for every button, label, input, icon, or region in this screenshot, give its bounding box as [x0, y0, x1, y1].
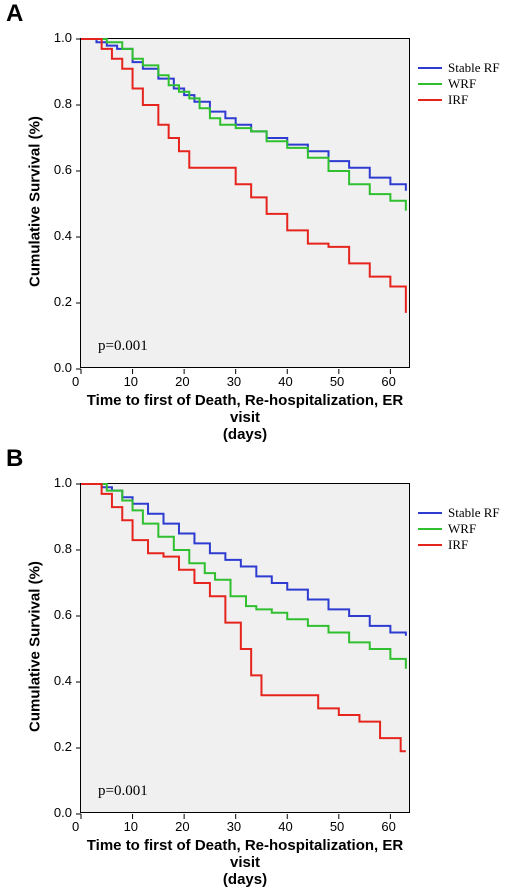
legend-item: IRF: [418, 92, 500, 108]
x-tick-label: 20: [175, 374, 189, 389]
y-tick-label: 0.4: [54, 673, 72, 688]
x-tick-label: 20: [175, 819, 189, 834]
legend-label: WRF: [448, 521, 476, 537]
p-value-text: p=0.001: [98, 338, 148, 355]
x-axis-label: Time to first of Death, Re-hospitalizati…: [80, 392, 410, 443]
series-line: [81, 484, 406, 669]
chart-svg: [81, 484, 409, 812]
y-axis-label: Cumulative Survival (%): [27, 547, 44, 747]
x-tick-label: 10: [124, 819, 138, 834]
y-tick-label: 0.8: [54, 541, 72, 556]
legend: Stable RFWRFIRF: [418, 60, 500, 108]
legend-label: WRF: [448, 76, 476, 92]
legend-item: Stable RF: [418, 60, 500, 76]
y-tick-label: 0.6: [54, 607, 72, 622]
x-tick-label: 30: [227, 374, 241, 389]
plot-area: [80, 38, 410, 368]
x-tick-label: 50: [330, 819, 344, 834]
y-axis-label: Cumulative Survival (%): [27, 102, 44, 302]
legend-item: WRF: [418, 521, 500, 537]
x-tick-label: 50: [330, 374, 344, 389]
legend-swatch: [418, 528, 442, 530]
legend-swatch: [418, 512, 442, 514]
x-tick-label: 0: [72, 819, 79, 834]
chart-svg: [81, 39, 409, 367]
y-tick-label: 0.2: [54, 294, 72, 309]
plot-area: [80, 483, 410, 813]
x-tick-label: 60: [381, 819, 395, 834]
series-line: [81, 39, 406, 313]
panel-label: B: [6, 445, 23, 473]
y-tick-label: 0.0: [54, 805, 72, 820]
panel-label: A: [6, 0, 23, 28]
y-tick-label: 0.2: [54, 739, 72, 754]
series-line: [81, 484, 406, 751]
y-tick-label: 0.6: [54, 162, 72, 177]
legend-item: Stable RF: [418, 505, 500, 521]
y-tick-label: 0.8: [54, 96, 72, 111]
x-tick-label: 40: [278, 819, 292, 834]
y-tick-label: 0.4: [54, 228, 72, 243]
x-tick-label: 0: [72, 374, 79, 389]
series-line: [81, 484, 406, 636]
legend-label: IRF: [448, 537, 468, 553]
legend: Stable RFWRFIRF: [418, 505, 500, 553]
x-tick-label: 30: [227, 819, 241, 834]
legend-item: IRF: [418, 537, 500, 553]
legend-label: Stable RF: [448, 505, 500, 521]
p-value-text: p=0.001: [98, 783, 148, 800]
legend-label: IRF: [448, 92, 468, 108]
legend-swatch: [418, 67, 442, 69]
legend-item: WRF: [418, 76, 500, 92]
y-tick-label: 1.0: [54, 30, 72, 45]
legend-label: Stable RF: [448, 60, 500, 76]
legend-swatch: [418, 544, 442, 546]
series-line: [81, 39, 406, 191]
y-tick-label: 0.0: [54, 360, 72, 375]
x-tick-label: 60: [381, 374, 395, 389]
legend-swatch: [418, 99, 442, 101]
x-tick-label: 40: [278, 374, 292, 389]
x-tick-label: 10: [124, 374, 138, 389]
y-tick-label: 1.0: [54, 475, 72, 490]
x-axis-label: Time to first of Death, Re-hospitalizati…: [80, 837, 410, 888]
legend-swatch: [418, 83, 442, 85]
